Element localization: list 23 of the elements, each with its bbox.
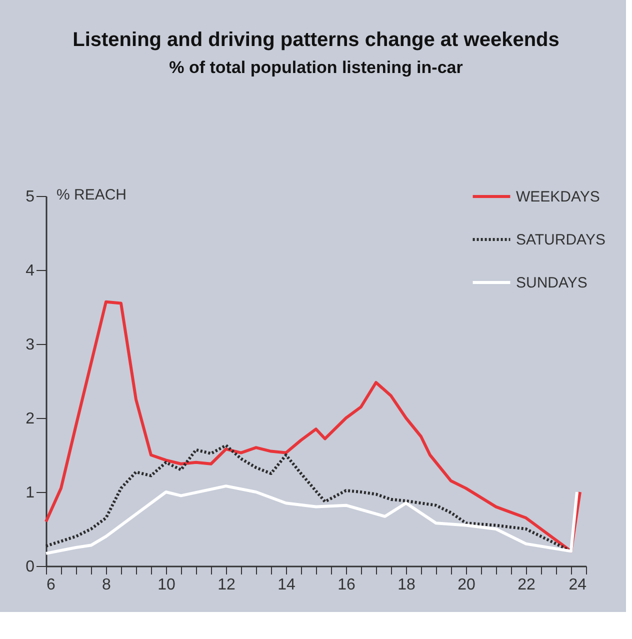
y-tick-label: 1 — [26, 484, 35, 502]
x-tick-label: 14 — [278, 576, 296, 594]
chart-title: Listening and driving patterns change at weekends — [72, 29, 560, 51]
legend-label: SATURDAYS — [516, 232, 606, 248]
y-tick-label: 2 — [26, 410, 35, 428]
x-tick-label: 12 — [218, 576, 236, 594]
chart-subtitle: % of total population listening in-car — [169, 58, 464, 77]
line-series — [44, 484, 578, 555]
x-tick-label: 8 — [102, 576, 112, 594]
x-tick-label: 16 — [338, 576, 356, 594]
legend-label: SUNDAYS — [516, 274, 588, 292]
y-tick-label: 4 — [26, 262, 35, 280]
y-axis-title: % REACH — [56, 186, 127, 204]
x-tick-label: 20 — [458, 576, 476, 594]
x-tick-label: 18 — [398, 576, 416, 594]
legend-label: WEEKDAYS — [516, 188, 600, 206]
x-tick-label: 24 — [568, 576, 587, 594]
y-tick-label: 3 — [26, 336, 35, 354]
x-tick-label: 6 — [46, 576, 56, 594]
x-tick-label: 10 — [158, 576, 176, 594]
x-tick-label: 22 — [518, 576, 536, 594]
y-tick-label: 5 — [26, 188, 35, 206]
y-tick-label: 0 — [26, 558, 35, 576]
